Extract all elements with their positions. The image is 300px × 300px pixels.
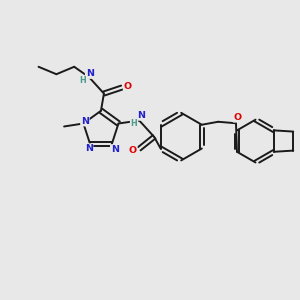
Text: O: O xyxy=(129,146,137,155)
Text: H: H xyxy=(79,76,86,85)
Text: N: N xyxy=(81,117,89,126)
Text: N: N xyxy=(111,145,119,154)
Text: N: N xyxy=(86,69,94,78)
Text: N: N xyxy=(137,111,145,120)
Text: O: O xyxy=(233,113,242,122)
Text: N: N xyxy=(85,144,93,153)
Text: O: O xyxy=(124,82,132,91)
Text: H: H xyxy=(130,119,137,128)
